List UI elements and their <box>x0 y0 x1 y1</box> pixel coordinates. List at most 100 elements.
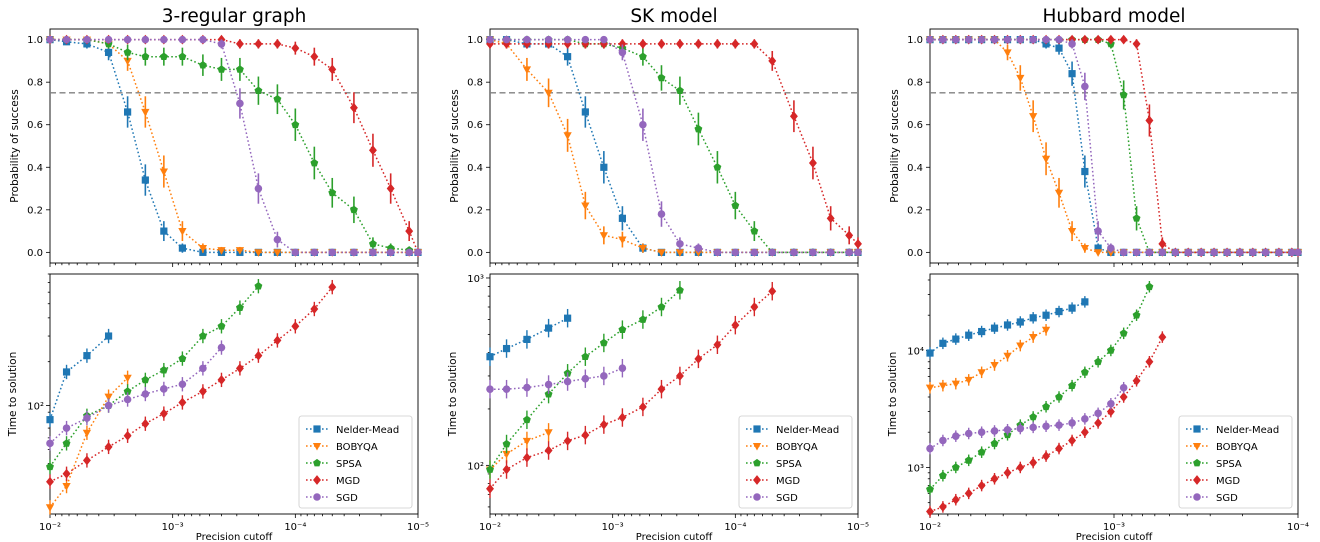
series-mgd <box>46 279 337 489</box>
data-point <box>694 124 703 133</box>
y-tick-label: 10³ <box>907 463 924 474</box>
data-point <box>273 95 282 103</box>
data-point <box>1016 74 1025 83</box>
y-tick-label: 0.2 <box>907 205 923 216</box>
data-point <box>1003 321 1012 329</box>
series-mgd <box>46 34 422 258</box>
data-point <box>310 248 319 257</box>
legend-label: Nelder-Mead <box>1216 425 1279 436</box>
panel-0: 3-regular graph 0.0 0.2 0.4 0.6 0.8 1.0 Probabi… <box>7 6 429 542</box>
legend-label: SGD <box>336 493 358 504</box>
data-point <box>1029 423 1037 432</box>
data-point <box>600 372 608 380</box>
data-point <box>750 226 759 235</box>
legend-marker <box>313 475 321 485</box>
data-point <box>600 35 608 44</box>
data-point <box>952 432 960 440</box>
data-point <box>1119 34 1128 45</box>
data-point <box>1223 248 1231 257</box>
data-point <box>1042 35 1050 44</box>
data-point <box>1288 248 1296 257</box>
data-point <box>808 158 817 168</box>
data-point <box>675 39 684 49</box>
legend-item: BOBYQA <box>1186 442 1258 453</box>
legend-marker <box>753 425 761 433</box>
data-point <box>564 53 572 61</box>
data-point <box>939 35 947 44</box>
data-point <box>1106 34 1115 45</box>
data-point <box>964 429 973 438</box>
data-point <box>657 39 666 49</box>
data-point <box>544 445 553 456</box>
data-point <box>486 353 494 361</box>
data-point <box>1132 39 1141 49</box>
data-point <box>1080 427 1089 438</box>
x-axis-label: Precision cutoff <box>636 532 714 542</box>
data-point <box>675 249 685 257</box>
legend-label: SGD <box>1216 493 1238 504</box>
data-point <box>1106 406 1115 417</box>
series-line <box>930 38 1298 254</box>
x-tick-label: 10⁻³ <box>162 522 184 533</box>
data-point <box>599 232 608 240</box>
series-line <box>489 38 858 254</box>
data-point <box>1210 248 1218 257</box>
y-axis-label: Time to solution <box>447 352 459 438</box>
data-point <box>731 39 740 49</box>
series-line <box>49 285 259 468</box>
legend-marker <box>1192 442 1202 451</box>
data-point <box>1016 318 1024 326</box>
series-line <box>49 286 333 483</box>
data-point <box>83 352 91 360</box>
y-tick-label: 1.0 <box>27 35 43 46</box>
data-point <box>599 338 608 347</box>
x-tick-label: 10⁻³ <box>1103 522 1125 533</box>
data-point <box>1055 307 1063 316</box>
y-tick-label: 0.8 <box>27 78 43 89</box>
data-point <box>618 214 627 222</box>
data-point <box>563 35 572 44</box>
data-point <box>254 86 263 95</box>
data-point <box>990 473 999 484</box>
data-point <box>1055 421 1063 429</box>
series-sgd <box>926 381 1128 455</box>
data-point <box>1041 155 1051 164</box>
data-point <box>254 184 263 193</box>
data-point <box>159 168 168 177</box>
data-point <box>1029 35 1037 44</box>
data-point <box>273 249 282 257</box>
panel-title: Hubbard model <box>1043 6 1186 27</box>
data-point <box>926 444 934 453</box>
legend-item: MGD <box>746 475 800 487</box>
data-point <box>1003 425 1012 434</box>
legend: Nelder-Mead BOBYQA SPSA MGD SGD <box>298 415 413 509</box>
data-point <box>713 163 722 171</box>
data-point <box>235 303 244 311</box>
series-sgd <box>46 340 226 451</box>
data-point <box>964 488 973 499</box>
series-spsa <box>926 35 1302 256</box>
series-sgd <box>926 35 1302 257</box>
data-point <box>502 35 511 44</box>
data-point <box>1067 228 1077 236</box>
data-point <box>638 315 647 323</box>
series-mgd <box>926 331 1167 518</box>
x-tick-label: 10⁻⁴ <box>1287 522 1309 533</box>
data-point <box>160 227 168 235</box>
data-point <box>1003 352 1012 361</box>
data-point <box>1055 35 1063 44</box>
data-point <box>235 363 244 374</box>
data-point <box>83 35 91 44</box>
data-point <box>1197 248 1205 257</box>
data-point <box>1029 457 1038 468</box>
series-line <box>489 431 549 471</box>
data-point <box>1029 113 1038 121</box>
data-point <box>502 450 511 459</box>
data-point <box>789 111 798 122</box>
data-point <box>675 371 684 381</box>
data-point <box>977 428 986 436</box>
data-point <box>328 282 337 292</box>
data-point <box>964 456 973 464</box>
data-point <box>563 436 572 446</box>
data-point <box>657 210 666 218</box>
